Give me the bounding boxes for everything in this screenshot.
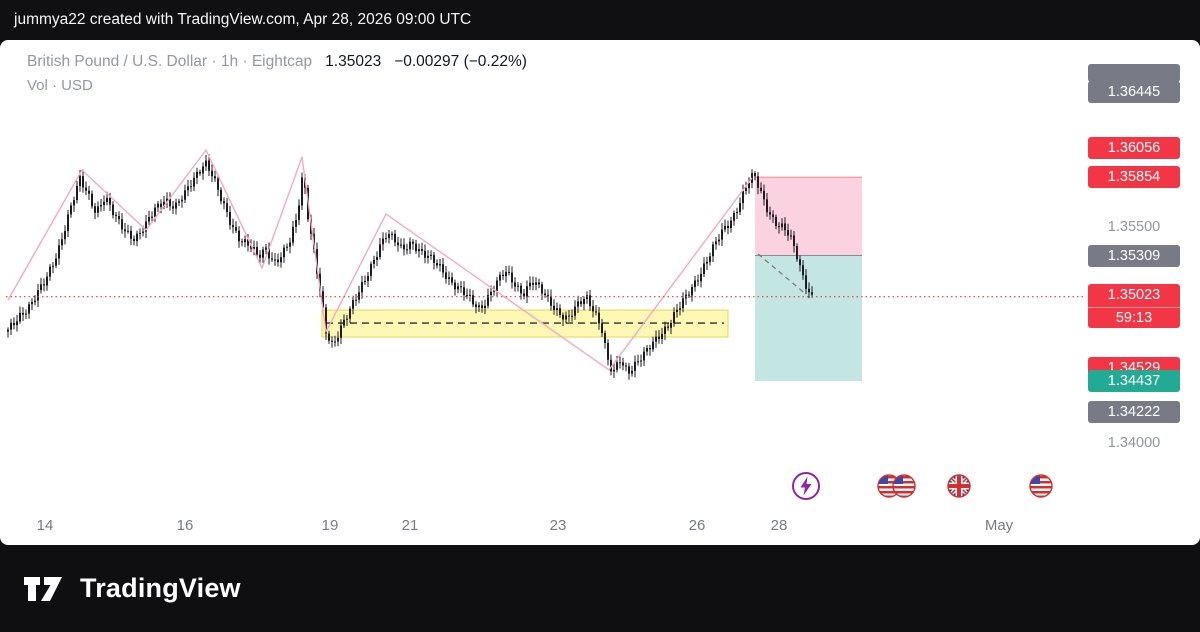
short-position-profit-zone[interactable] [755, 255, 862, 382]
us-flag-icon[interactable] [1029, 474, 1053, 503]
candles-layer [7, 154, 813, 380]
event-flag-pair[interactable] [877, 474, 916, 498]
lightning-event-icon[interactable] [791, 471, 821, 506]
tradingview-logo-icon[interactable] [22, 569, 68, 609]
tradingview-brand-text[interactable]: TradingView [80, 573, 241, 603]
footer-bar: TradingView [0, 545, 1200, 632]
time-axis-label: 14 [36, 517, 54, 534]
time-axis-label: 16 [176, 517, 194, 534]
last-price: 1.35023 [325, 53, 382, 70]
position-path-dashed-line [757, 253, 807, 295]
drawing-zones-layer[interactable] [321, 176, 862, 382]
time-axis[interactable]: 14 16 19 21 23 26 28 May [0, 517, 1200, 541]
uk-flag-icon[interactable] [947, 474, 971, 503]
time-axis-label: 26 [688, 517, 706, 534]
volume-label[interactable]: Vol · USD [27, 77, 93, 94]
chart-legend[interactable]: British Pound / U.S. Dollar · 1h · Eight… [27, 53, 527, 94]
short-position-stop-zone[interactable] [755, 177, 862, 256]
time-axis-label: 19 [321, 517, 339, 534]
time-axis-label: May [984, 517, 1014, 534]
time-axis-label: 23 [549, 517, 567, 534]
attribution-bar: jummya22 created with TradingView.com, A… [0, 0, 1200, 40]
time-axis-label: 21 [401, 517, 419, 534]
symbol-title[interactable]: British Pound / U.S. Dollar · 1h · Eight… [27, 53, 313, 70]
chart-canvas[interactable] [0, 40, 1200, 545]
chart-panel[interactable]: British Pound / U.S. Dollar · 1h · Eight… [0, 40, 1200, 545]
attribution-text: jummya22 created with TradingView.com, A… [14, 11, 472, 28]
overlay-lines-layer[interactable] [6, 149, 1086, 371]
zigzag-trend-line[interactable] [7, 149, 753, 371]
price-change: −0.00297 (−0.22%) [394, 53, 527, 70]
time-axis-label: 28 [770, 517, 788, 534]
us-flag-icon[interactable] [892, 474, 916, 498]
